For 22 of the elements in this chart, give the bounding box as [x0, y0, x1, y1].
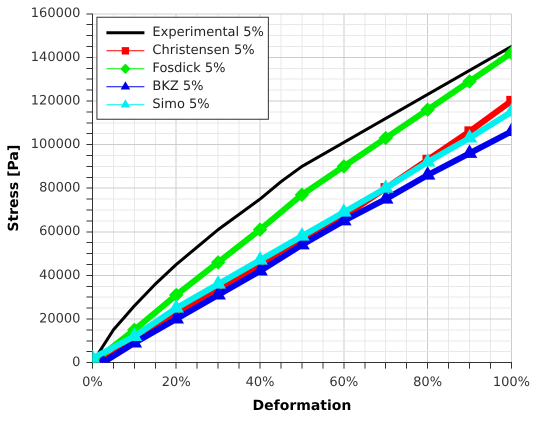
- x-tick-label: 40%: [246, 374, 274, 390]
- y-tick-label: 40000: [39, 268, 80, 283]
- legend-label: BKZ 5%: [152, 79, 204, 94]
- legend-label: Christensen 5%: [152, 43, 255, 58]
- y-tick-label: 120000: [30, 93, 80, 108]
- y-tick-label: 140000: [30, 50, 80, 65]
- y-tick-label: 0: [72, 354, 80, 370]
- legend-label: Fosdick 5%: [152, 61, 226, 76]
- legend-label: Experimental 5%: [152, 25, 264, 40]
- x-tick-label: 20%: [162, 374, 191, 390]
- y-tick-label: 160000: [30, 6, 80, 22]
- x-tick-label: 0%: [82, 374, 103, 390]
- x-tick-label: 80%: [413, 374, 442, 390]
- y-tick-label: 60000: [39, 224, 80, 240]
- x-axis-title: Deformation: [252, 398, 352, 414]
- legend-label: Simo 5%: [152, 97, 210, 112]
- y-tick-label: 80000: [39, 180, 80, 196]
- x-tick-label: 100%: [492, 374, 530, 390]
- y-tick-label: 100000: [30, 136, 80, 152]
- x-tick-label: 60%: [329, 374, 358, 390]
- y-axis-title: Stress [Pa]: [6, 144, 22, 232]
- y-tick-label: 20000: [39, 311, 80, 326]
